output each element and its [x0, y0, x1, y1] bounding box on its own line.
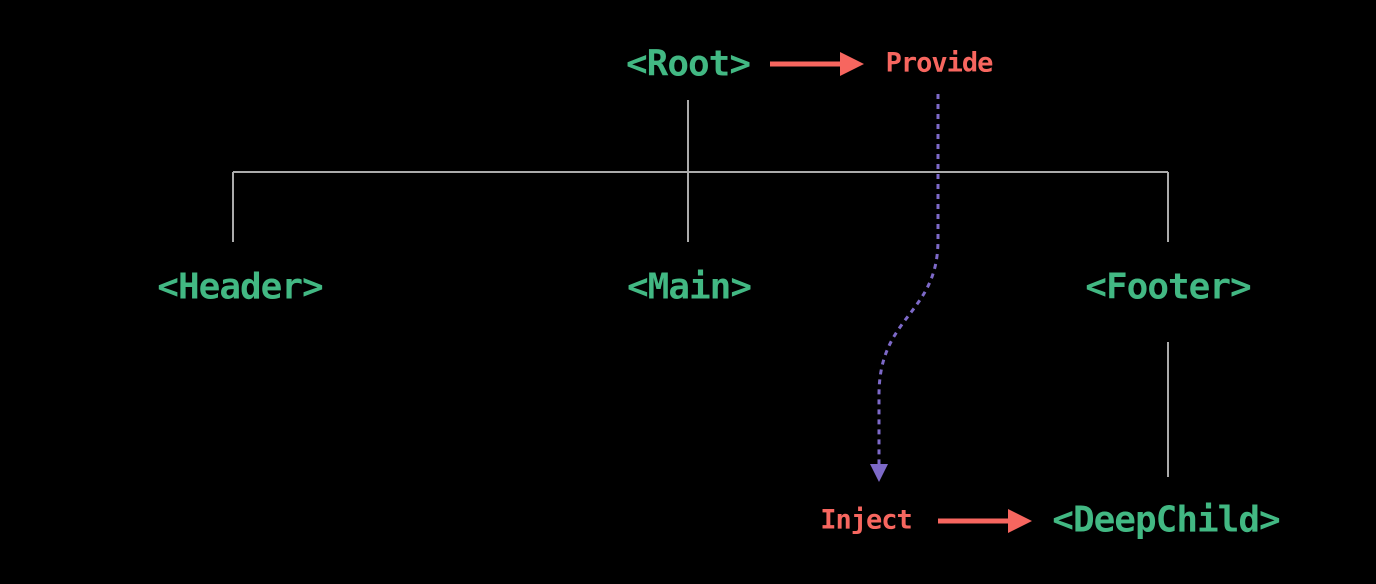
inject-arrow-icon: [1008, 509, 1032, 533]
header-component-label: <Header>: [157, 266, 323, 308]
flow-arrowhead-icon: [870, 464, 888, 482]
footer-component-label: <Footer>: [1085, 266, 1251, 308]
provide-arrow-icon: [840, 52, 864, 76]
deepchild-component-label: <DeepChild>: [1052, 499, 1280, 541]
provide-label: Provide: [885, 47, 994, 79]
main-component-label: <Main>: [626, 266, 752, 308]
root-component-label: <Root>: [625, 43, 751, 85]
inject-label: Inject: [820, 504, 913, 536]
provide-inject-flow-line: [877, 94, 940, 464]
